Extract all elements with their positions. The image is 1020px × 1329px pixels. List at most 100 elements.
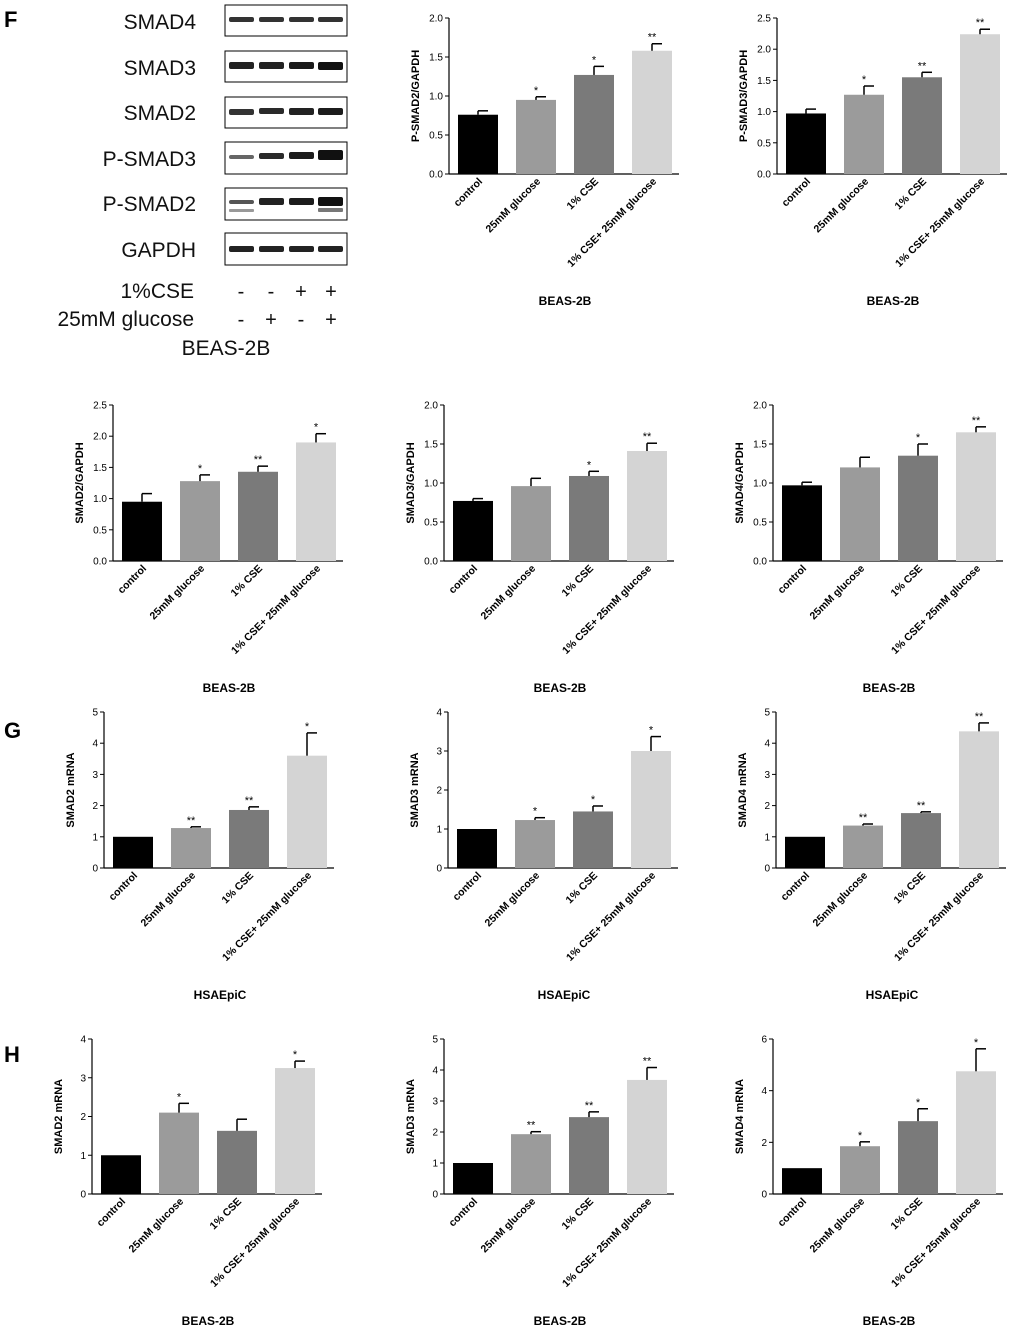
y-tick-label: 4	[80, 1035, 86, 1046]
category-label: control	[451, 176, 485, 210]
y-tick-label: 6	[761, 1035, 767, 1046]
category-label: 25mM glucose	[807, 1196, 867, 1256]
significance-marker: *	[916, 432, 921, 444]
y-axis-title: SMAD4 mRNA	[734, 1079, 746, 1154]
chart-g_smad2: 0 1 2 3 4 5 SMAD2 mRNA control ** 25mM glucose ** 1…	[65, 708, 334, 1002]
significance-marker: **	[245, 795, 254, 807]
category-label: control	[450, 870, 484, 904]
y-tick-label: 1.5	[757, 76, 771, 87]
y-tick-label: 0.0	[753, 557, 767, 568]
y-tick-label: 1	[764, 832, 770, 843]
y-tick-label: 2.0	[757, 45, 771, 56]
bar-2	[180, 481, 220, 561]
y-tick-label: 3	[92, 770, 98, 781]
significance-marker: *	[591, 794, 596, 806]
chart-h_smad4: 0 2 4 6 SMAD4 mRNA control * 25mM glucose * 1% CS…	[734, 1035, 1003, 1328]
bar-2	[843, 825, 883, 868]
category-label: control	[775, 1196, 809, 1230]
y-axis-title: SMAD4 mRNA	[737, 752, 749, 827]
significance-marker: *	[862, 74, 867, 86]
y-axis-title: SMAD4/GAPDH	[734, 442, 746, 523]
y-tick-label: 1	[436, 825, 442, 836]
bar-3	[217, 1130, 257, 1194]
significance-marker: *	[858, 1130, 863, 1142]
y-tick-label: 0	[436, 864, 442, 875]
treatment-mark: -	[238, 281, 245, 303]
blot-strip-smad2	[224, 96, 348, 129]
blot-label-smad2: SMAD2	[124, 102, 196, 125]
bar-4	[296, 442, 336, 561]
y-tick-label: 5	[92, 708, 98, 719]
y-axis-title: SMAD2/GAPDH	[74, 442, 86, 523]
treatment-mark: -	[268, 281, 275, 303]
category-label: 25mM glucose	[138, 870, 198, 930]
category-label: 25mM glucose	[810, 870, 870, 930]
significance-marker: *	[177, 1091, 182, 1103]
bar-3	[898, 455, 938, 561]
bar-2	[511, 1134, 551, 1194]
y-tick-label: 0.5	[424, 518, 438, 529]
y-tick-label: 2.5	[757, 14, 771, 25]
chart-h_smad2: 0 1 2 3 4 SMAD2 mRNA control * 25mM glucose 1% CS…	[53, 1035, 322, 1328]
y-tick-label: 2.0	[429, 14, 443, 25]
y-axis-title: SMAD2 mRNA	[53, 1079, 65, 1154]
y-tick-label: 3	[764, 770, 770, 781]
bar-3	[238, 471, 278, 561]
significance-marker: **	[972, 415, 981, 427]
bar-3	[902, 77, 942, 174]
bar-4	[959, 731, 999, 868]
significance-marker: **	[187, 815, 196, 827]
y-axis-title: P-SMAD3/GAPDH	[738, 50, 750, 142]
y-tick-label: 5	[764, 708, 770, 719]
chart-f_psmad3: 0.0 0.5 1.0 1.5 2.0 2.5 P-SMAD3/GAPDH control * 2…	[738, 14, 1007, 308]
y-tick-label: 0.0	[93, 557, 107, 568]
significance-marker: **	[917, 800, 926, 812]
bar-1	[101, 1155, 141, 1194]
significance-marker: *	[592, 54, 597, 66]
y-tick-label: 1	[92, 832, 98, 843]
category-label: 1% CSE	[893, 176, 930, 213]
category-label: 1% CSE	[220, 870, 257, 907]
y-tick-label: 2.5	[93, 401, 107, 412]
y-tick-label: 3	[436, 747, 442, 758]
bar-1	[785, 836, 825, 868]
bar-4	[956, 432, 996, 561]
x-axis-title: BEAS-2B	[539, 294, 592, 308]
bar-3	[569, 475, 609, 561]
category-label: control	[775, 563, 809, 597]
significance-marker: *	[974, 1037, 979, 1049]
x-axis-title: BEAS-2B	[534, 681, 587, 695]
category-label: 25mM glucose	[807, 563, 867, 623]
x-axis-title: BEAS-2B	[534, 1314, 587, 1328]
y-tick-label: 1.0	[757, 107, 771, 118]
y-tick-label: 1.5	[753, 440, 767, 451]
y-axis-title: SMAD3 mRNA	[409, 752, 421, 827]
category-label: 1% CSE	[229, 563, 266, 600]
significance-marker: **	[643, 431, 652, 443]
category-label: 25mM glucose	[483, 176, 543, 236]
x-axis-title: BEAS-2B	[203, 681, 256, 695]
category-label: 1% CSE	[208, 1196, 245, 1233]
y-tick-label: 0	[80, 1190, 86, 1201]
treatment-mark: +	[265, 309, 277, 331]
y-tick-label: 2.0	[753, 401, 767, 412]
blot-label-gapdh: GAPDH	[121, 239, 196, 262]
bar-4	[960, 34, 1000, 174]
x-axis-title: BEAS-2B	[863, 1314, 916, 1328]
y-tick-label: 3	[432, 1097, 438, 1108]
blot-strip-gapdh	[224, 232, 348, 266]
x-axis-title: BEAS-2B	[863, 681, 916, 695]
bar-4	[275, 1068, 315, 1194]
blot-strip-smad3	[224, 50, 348, 83]
category-label: 1% CSE	[565, 176, 602, 213]
x-axis-title: BEAS-2B	[867, 294, 920, 308]
panel-label-h: H	[4, 1042, 20, 1067]
bar-3	[574, 74, 614, 174]
y-tick-label: 4	[436, 708, 442, 719]
category-label: 1% CSE	[560, 1196, 597, 1233]
y-tick-label: 2	[761, 1138, 767, 1149]
category-label: 1% CSE	[889, 1196, 926, 1233]
bar-4	[631, 751, 671, 868]
y-tick-label: 0.0	[429, 170, 443, 181]
